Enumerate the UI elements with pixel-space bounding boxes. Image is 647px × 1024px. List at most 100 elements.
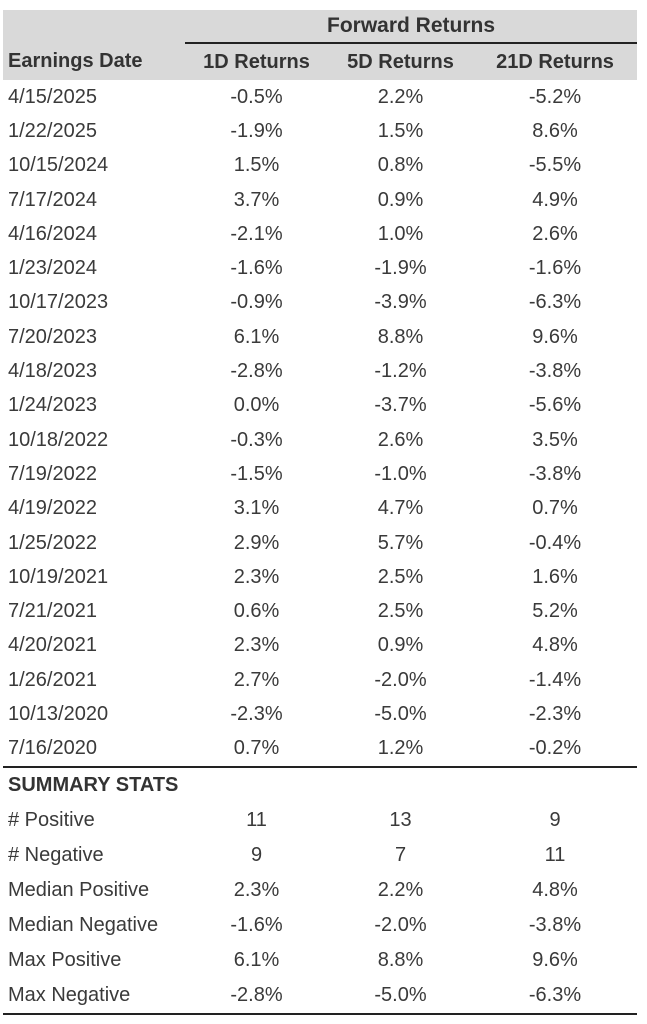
table-row: 1/25/2022 2.9% 5.7% -0.4% bbox=[3, 526, 637, 560]
cell-earnings-date: 1/26/2021 bbox=[8, 668, 97, 691]
cell-earnings-date: 1/22/2025 bbox=[8, 119, 97, 142]
summary-5d-value: -5.0% bbox=[328, 977, 473, 1015]
cell-21d-returns: -2.3% bbox=[528, 702, 582, 725]
summary-title-row: SUMMARY STATS bbox=[3, 765, 638, 803]
cell-earnings-date: 10/18/2022 bbox=[8, 428, 109, 451]
cell-1d-returns: 2.3% bbox=[233, 634, 280, 657]
group-header-row: Forward Returns bbox=[3, 10, 638, 44]
cell-21d-returns: 1.6% bbox=[532, 565, 578, 588]
cell-5d-returns: 5.7% bbox=[377, 531, 424, 554]
cell-5d-returns: -3.9% bbox=[374, 291, 427, 314]
summary-21d-value: 4.8% bbox=[532, 878, 578, 901]
table-row: 7/19/2022 -1.5% -1.0% -3.8% bbox=[3, 457, 637, 491]
summary-1d-value: 11 bbox=[246, 808, 267, 831]
summary-5d-value: 13 bbox=[389, 808, 412, 831]
cell-5d-returns: 2.5% bbox=[377, 600, 424, 623]
cell-5d-returns: -3.7% bbox=[374, 394, 427, 417]
cell-earnings-date: 7/19/2022 bbox=[8, 462, 97, 485]
summary-21d-value: 11 bbox=[544, 843, 566, 866]
cell-21d-returns: 8.6% bbox=[532, 119, 578, 142]
summary-5d-value: 8.8% bbox=[377, 948, 424, 971]
cell-1d-returns: 0.7% bbox=[233, 737, 280, 760]
cell-5d-returns: 0.9% bbox=[377, 634, 424, 657]
cell-5d-returns: 2.5% bbox=[377, 565, 424, 588]
summary-label: Max Positive bbox=[8, 948, 122, 971]
cell-1d-returns: 3.1% bbox=[233, 497, 280, 520]
summary-rows: SUMMARY STATS # Positive 11 13 9 # Negative 9… bbox=[3, 765, 638, 1015]
cell-5d-returns: 8.8% bbox=[377, 325, 424, 348]
cell-21d-returns: 5.2% bbox=[532, 600, 578, 623]
summary-1d-value: -1.6% bbox=[230, 913, 283, 936]
table-row: 7/20/2023 6.1% 8.8% 9.6% bbox=[3, 320, 637, 354]
cell-21d-returns: 4.8% bbox=[532, 634, 578, 657]
cell-earnings-date: 1/23/2024 bbox=[8, 257, 97, 280]
cell-21d-returns: 4.9% bbox=[532, 188, 578, 211]
table-row: 4/16/2024 -2.1% 1.0% 2.6% bbox=[3, 217, 637, 251]
data-rows: 4/15/2025 -0.5% 2.2% -5.2% 1/22/2025 -1.9% 1.5… bbox=[3, 80, 637, 767]
cell-21d-returns: -0.4% bbox=[528, 531, 582, 554]
table-row: 7/17/2024 3.7% 0.9% 4.9% bbox=[3, 183, 637, 217]
cell-earnings-date: 1/24/2023 bbox=[8, 394, 97, 417]
cell-earnings-date: 4/16/2024 bbox=[8, 222, 97, 245]
cell-1d-returns: 2.9% bbox=[233, 531, 280, 554]
table-row: 7/16/2020 0.7% 1.2% -0.2% bbox=[3, 732, 637, 767]
table-row: 1/24/2023 0.0% -3.7% -5.6% bbox=[3, 389, 637, 423]
table-row: 4/15/2025 -0.5% 2.2% -5.2% bbox=[3, 80, 637, 114]
cell-5d-returns: 0.8% bbox=[377, 154, 424, 177]
cell-21d-returns: -6.3% bbox=[528, 291, 582, 314]
summary-label: # Positive bbox=[8, 808, 95, 831]
cell-1d-returns: -2.1% bbox=[230, 222, 283, 245]
cell-1d-returns: -1.6% bbox=[230, 257, 283, 280]
cell-21d-returns: 2.6% bbox=[532, 222, 578, 245]
cell-5d-returns: -1.2% bbox=[374, 360, 427, 383]
summary-label: Max Negative bbox=[3, 977, 185, 1015]
summary-label: # Negative bbox=[8, 843, 104, 866]
cell-earnings-date: 7/17/2024 bbox=[8, 188, 97, 211]
cell-5d-returns: -1.9% bbox=[374, 257, 427, 280]
cell-1d-returns: -1.9% bbox=[230, 119, 283, 142]
group-header-forward-returns: Forward Returns bbox=[185, 10, 638, 44]
cell-earnings-date: 10/15/2024 bbox=[8, 154, 109, 177]
summary-1d-value: 9 bbox=[250, 843, 263, 866]
returns-table: Forward Returns Earnings Date 1D Returns… bbox=[3, 10, 638, 1015]
cell-earnings-date: 10/17/2023 bbox=[8, 291, 109, 314]
cell-earnings-date: 4/20/2021 bbox=[8, 634, 97, 657]
cell-1d-returns: 0.0% bbox=[233, 394, 280, 417]
cell-earnings-date: 10/13/2020 bbox=[8, 702, 109, 725]
corner-cell bbox=[3, 10, 185, 43]
table-row: 10/19/2021 2.3% 2.5% 1.6% bbox=[3, 560, 637, 594]
cell-21d-returns: 9.6% bbox=[532, 325, 578, 348]
summary-5d-value: 2.2% bbox=[377, 878, 424, 901]
table-row: 7/21/2021 0.6% 2.5% 5.2% bbox=[3, 594, 637, 628]
summary-row: # Positive 11 13 9 bbox=[3, 803, 637, 838]
cell-5d-returns: 2.2% bbox=[377, 85, 424, 108]
summary-21d-value: 9.6% bbox=[532, 948, 578, 971]
cell-1d-returns: 2.7% bbox=[233, 668, 280, 691]
cell-5d-returns: 1.2% bbox=[377, 737, 424, 760]
summary-5d-value: 7 bbox=[394, 843, 407, 866]
cell-earnings-date: 7/16/2020 bbox=[8, 737, 97, 760]
earnings-forward-returns-table: Forward Returns Earnings Date 1D Returns… bbox=[3, 10, 638, 1015]
summary-row: Median Positive 2.3% 2.2% 4.8% bbox=[3, 873, 637, 908]
cell-1d-returns: 1.5% bbox=[233, 154, 280, 177]
cell-5d-returns: 1.5% bbox=[377, 119, 424, 142]
table-row: 4/20/2021 2.3% 0.9% 4.8% bbox=[3, 629, 637, 663]
cell-21d-returns: 3.5% bbox=[532, 428, 578, 451]
cell-21d-returns: -1.6% bbox=[528, 257, 582, 280]
cell-21d-returns: -5.5% bbox=[528, 154, 582, 177]
cell-earnings-date: 4/15/2025 bbox=[8, 85, 97, 108]
cell-1d-returns: -0.5% bbox=[230, 85, 283, 108]
cell-1d-returns: -2.8% bbox=[230, 360, 283, 383]
summary-5d-value: -2.0% bbox=[374, 913, 427, 936]
cell-21d-returns: -0.2% bbox=[528, 737, 582, 760]
table-row: 1/22/2025 -1.9% 1.5% 8.6% bbox=[3, 114, 637, 148]
summary-title: SUMMARY STATS bbox=[3, 765, 638, 803]
column-header-row: Earnings Date 1D Returns 5D Returns 21D … bbox=[3, 43, 638, 80]
col-header-earnings-date: Earnings Date bbox=[3, 43, 185, 80]
table-header: Forward Returns Earnings Date 1D Returns… bbox=[3, 10, 638, 80]
cell-1d-returns: 3.7% bbox=[233, 188, 280, 211]
col-header-1d-returns: 1D Returns bbox=[185, 43, 328, 80]
summary-row: Max Negative -2.8% -5.0% -6.3% bbox=[3, 977, 638, 1015]
cell-earnings-date: 4/19/2022 bbox=[8, 497, 97, 520]
col-header-5d-returns: 5D Returns bbox=[328, 43, 473, 80]
